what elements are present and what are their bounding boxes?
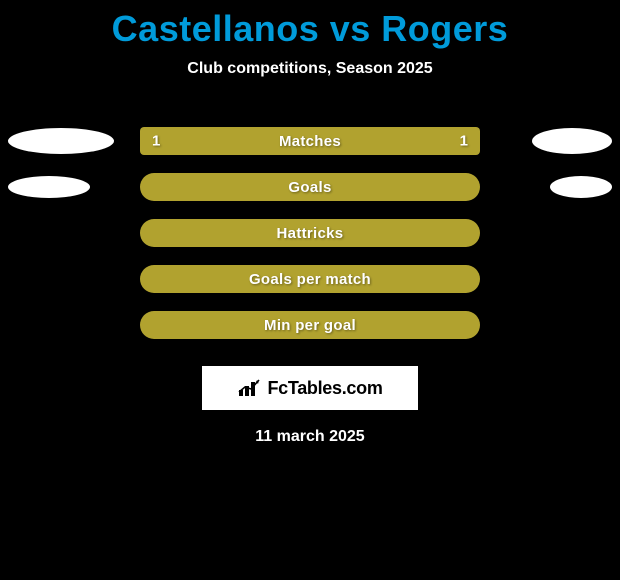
stat-bar: Goals [140, 173, 480, 201]
stat-right-value: 1 [460, 133, 468, 150]
stat-label: Goals [288, 179, 331, 196]
stat-row: 1 Matches 1 [0, 118, 620, 164]
stat-row: Goals [0, 164, 620, 210]
stat-bar: Min per goal [140, 311, 480, 339]
page-title: Castellanos vs Rogers [0, 0, 620, 50]
left-blob [8, 176, 90, 198]
stat-row: Hattricks [0, 210, 620, 256]
left-blob [8, 128, 114, 154]
logo-text: FcTables.com [267, 378, 382, 399]
stat-label: Min per goal [264, 317, 356, 334]
stat-label: Hattricks [277, 225, 344, 242]
stat-label: Matches [279, 133, 341, 150]
stat-bar: Hattricks [140, 219, 480, 247]
stat-row: Min per goal [0, 302, 620, 348]
stat-row: Goals per match [0, 256, 620, 302]
right-blob [550, 176, 612, 198]
logo-box: FcTables.com [202, 366, 418, 410]
comparison-rows: 1 Matches 1 Goals Hattricks Goals per match Mi… [0, 118, 620, 348]
stat-bar: Goals per match [140, 265, 480, 293]
date-text: 11 march 2025 [0, 428, 620, 446]
stat-bar: 1 Matches 1 [140, 127, 480, 155]
right-blob [532, 128, 612, 154]
chart-icon [237, 378, 263, 398]
stat-label: Goals per match [249, 271, 371, 288]
subtitle: Club competitions, Season 2025 [0, 60, 620, 78]
stat-left-value: 1 [152, 133, 160, 150]
